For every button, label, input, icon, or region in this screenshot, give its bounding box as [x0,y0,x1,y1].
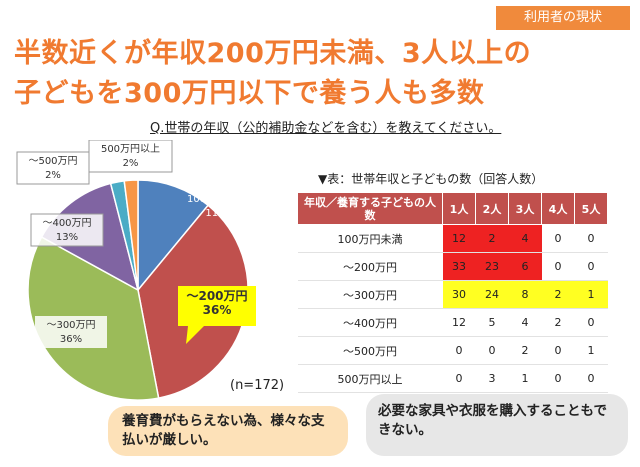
table-cell: 2 [541,280,575,309]
income-children-table: 年収／養育する子どもの人数 1人 2人 3人 4人 5人 100万円未満 12 2 4… [297,192,608,393]
row-label: ～300万円 [297,280,443,309]
headline-line-1: 半数近くが年収200万円未満、3人以上の [14,38,532,69]
svg-text:100万円未満: 100万円未満 [187,193,246,205]
svg-text:2%: 2% [45,170,61,181]
table-cell: 0 [541,224,575,253]
col-header: 1人 [442,192,476,225]
table-cell: 0 [442,364,476,393]
col-header: 4人 [541,192,575,225]
table-row: ～400万円 12 5 4 2 0 [297,308,608,337]
table-title: ▼表：世帯年収と子どもの数（回答人数） [318,172,544,186]
col-header: 3人 [508,192,542,225]
table-cell: 23 [475,252,509,281]
pie-slice [137,179,210,293]
table-row: 500万円以上 0 3 1 0 0 [297,364,608,393]
quote-bubble-right: 必要な家具や衣服を購入することもできない。 [366,394,628,456]
table-cell: 6 [508,252,542,281]
col-header: 2人 [475,192,509,225]
table-row: 100万円未満 12 2 4 0 0 [297,224,608,253]
svg-text:～300万円: ～300万円 [46,320,95,331]
table-cell: 5 [475,308,509,337]
row-label: 100万円未満 [297,224,443,253]
table-cell: 0 [475,336,509,365]
table-cell: 2 [475,224,509,253]
svg-text:2%: 2% [123,158,139,169]
table-cell: 12 [442,224,476,253]
table-cell: 4 [508,308,542,337]
svg-text:～400万円: ～400万円 [42,218,91,229]
table-header-label: 年収／養育する子どもの人数 [297,192,443,225]
table-cell: 4 [508,224,542,253]
income-pie-chart: 100万円未満 11% ～200万円 36% ～300万円 36% ～400万円 13% ～50… [0,139,300,463]
table-cell: 0 [541,252,575,281]
headline-line-2: 子どもを300万円以下で養う人も多数 [14,78,485,109]
table-cell: 2 [541,308,575,337]
svg-text:13%: 13% [56,232,78,243]
table-cell: 0 [442,336,476,365]
table-cell: 12 [442,308,476,337]
survey-question: Q.世帯の年収（公的補助金などを含む）を教えてください。 [150,121,502,136]
pie-svg: 100万円未満11%～200万円36%～300万円36%～400万円13%～50… [16,139,256,401]
pie-label: ～300万円 36% [35,316,107,348]
pie-label: 500万円以上 2% [88,139,173,173]
table-cell: 1 [574,280,608,309]
pie-slice [123,179,139,291]
row-label: ～500万円 [297,336,443,365]
table-row: ～300万円 30 24 8 2 1 [297,280,608,309]
pie-label: 100万円未満 11% [187,193,246,219]
table-cell: 24 [475,280,509,309]
sample-size-label: (n=172) [230,378,285,393]
table-cell: 0 [574,308,608,337]
svg-text:～500万円: ～500万円 [28,156,77,167]
svg-text:36%: 36% [203,303,232,317]
pie-label: ～500万円 2% [16,151,90,185]
svg-text:500万円以上: 500万円以上 [101,143,160,155]
headline: 半数近くが年収200万円未満、3人以上の 子どもを300万円以下で養う人も多数 [14,34,626,114]
table-cell: 3 [475,364,509,393]
svg-text:～200万円: ～200万円 [186,289,247,303]
table-cell: 0 [541,336,575,365]
table-cell: 2 [508,336,542,365]
table-cell: 1 [574,336,608,365]
table-cell: 8 [508,280,542,309]
table-header-row: 年収／養育する子どもの人数 1人 2人 3人 4人 5人 [297,192,608,225]
table-cell: 1 [508,364,542,393]
col-header: 5人 [574,192,608,225]
table-cell: 0 [574,364,608,393]
table-cell: 33 [442,252,476,281]
row-label: 500万円以上 [297,364,443,393]
pie-label: ～400万円 13% [30,213,104,247]
row-label: ～200万円 [297,252,443,281]
table-row: ～500万円 0 0 2 0 1 [297,336,608,365]
svg-text:11%: 11% [205,208,227,219]
svg-text:36%: 36% [60,334,82,345]
table-cell: 0 [541,364,575,393]
table-cell: 0 [574,224,608,253]
table-cell: 0 [574,252,608,281]
quote-bubble-left: 養育費がもらえない為、様々な支払いが厳しい。 [108,406,348,456]
section-tag: 利用者の現状 [496,6,630,30]
row-label: ～400万円 [297,308,443,337]
table-row: ～200万円 33 23 6 0 0 [297,252,608,281]
table-cell: 30 [442,280,476,309]
